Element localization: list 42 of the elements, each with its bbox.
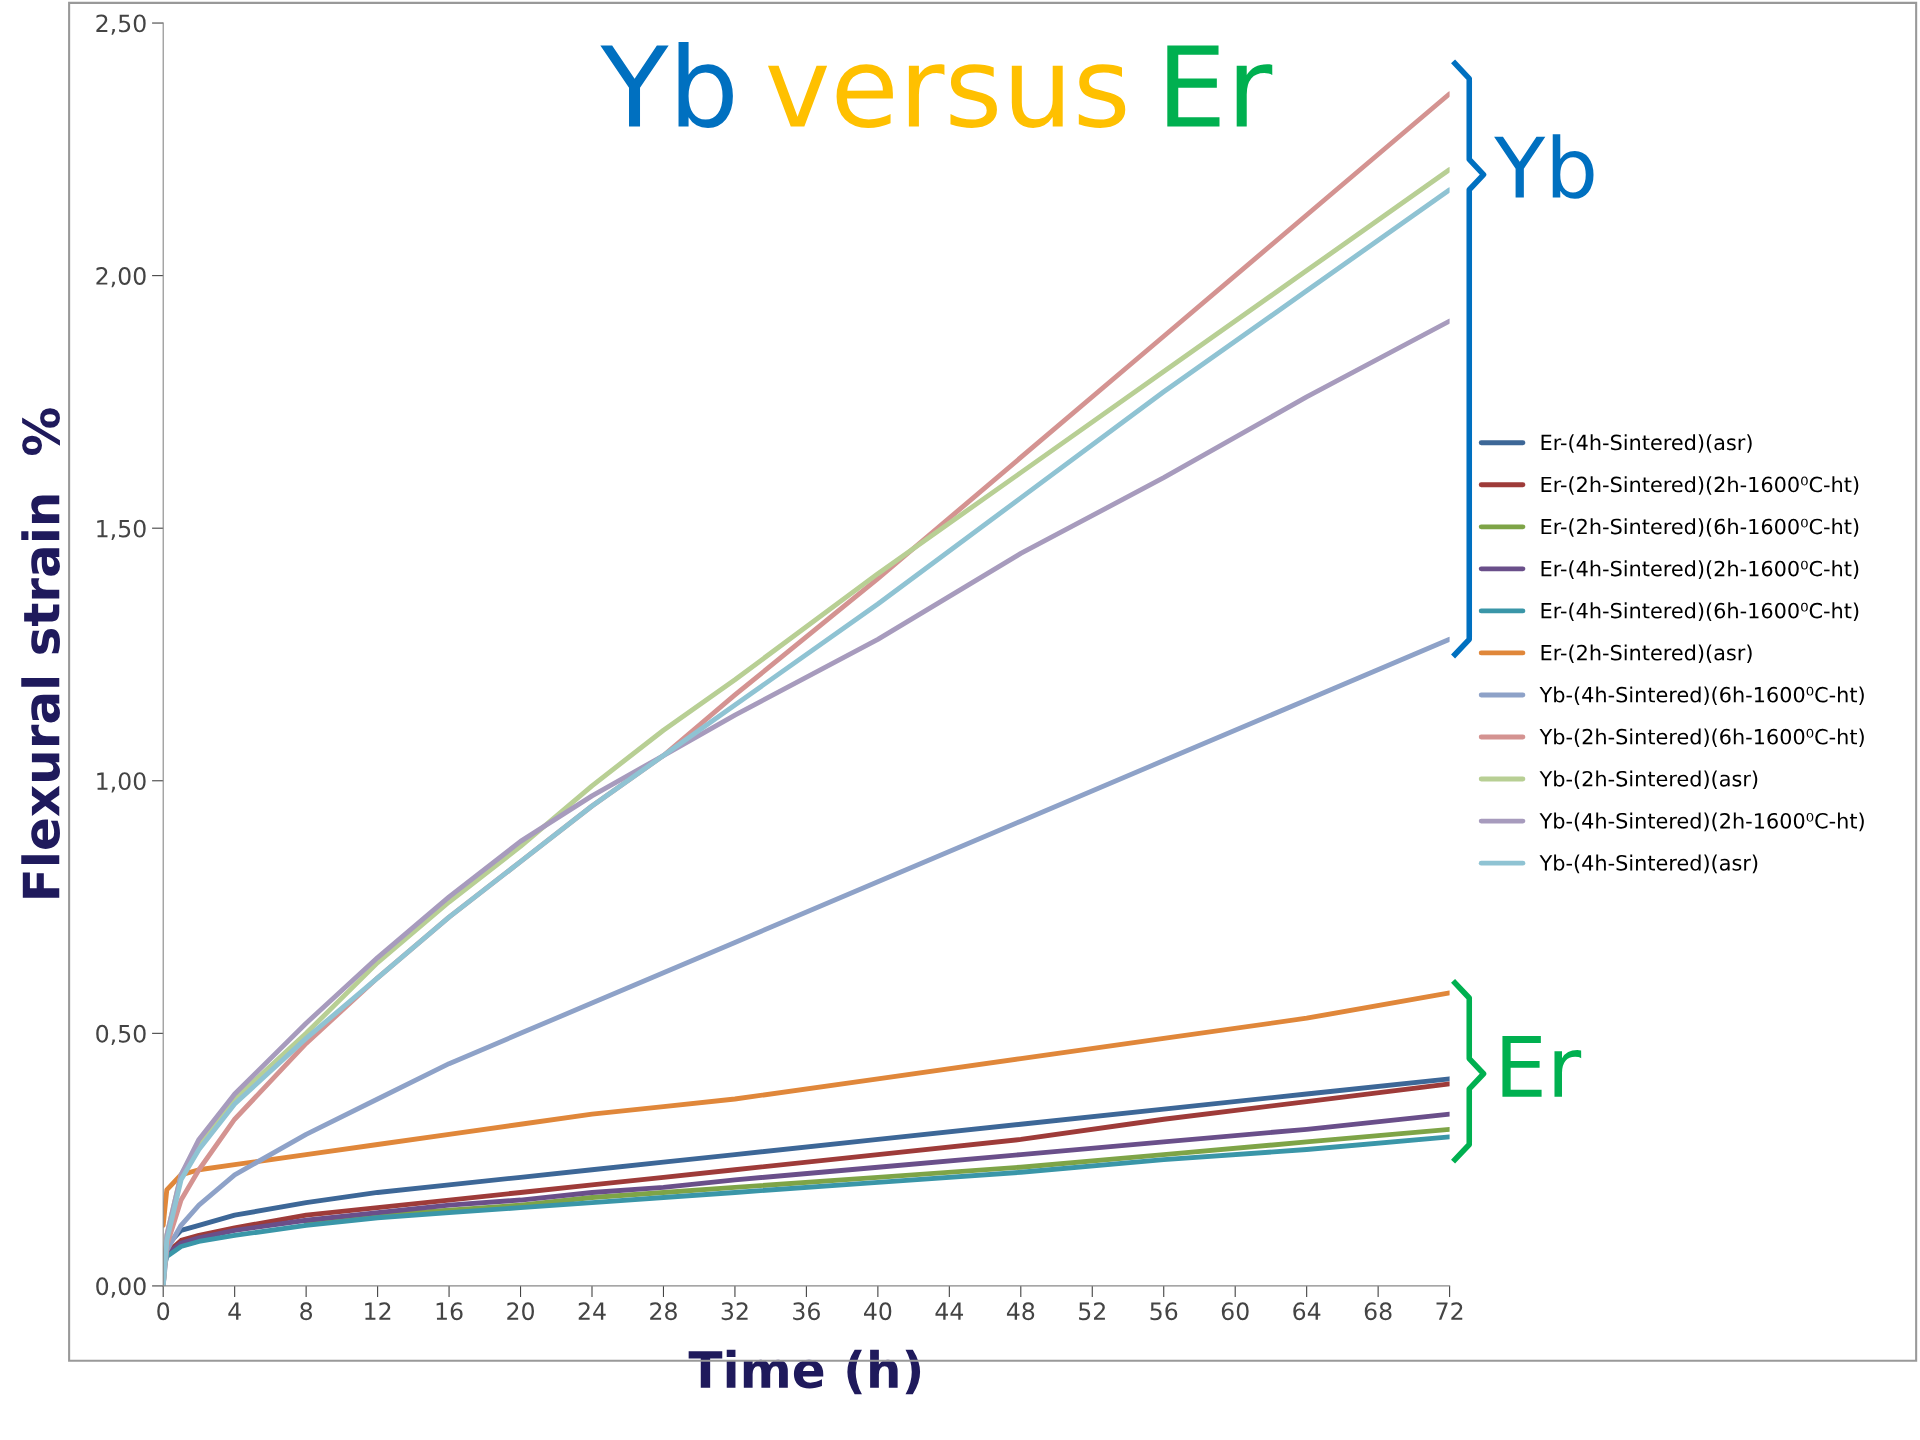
x-tick-label: 68 xyxy=(1364,1302,1392,1321)
legend-label: Er-(2h-Sintered)(asr) xyxy=(1541,644,1752,663)
x-tick-label: 32 xyxy=(721,1302,748,1321)
x-tick-label: 24 xyxy=(578,1302,606,1320)
y-tick-label: 1,50 xyxy=(97,519,146,540)
legend-label: Yb-(2h-Sintered)(6h-1600⁰C-ht) xyxy=(1539,728,1864,748)
line-series xyxy=(163,990,1450,1228)
y-tick-label: 0,50 xyxy=(96,1024,146,1046)
legend-label: Er-(4h-Sintered)(2h-1600⁰C-ht) xyxy=(1541,560,1859,579)
x-tick-label: 60 xyxy=(1221,1302,1249,1321)
x-tick-label: 20 xyxy=(507,1302,534,1321)
x-axis-title: Time (h) xyxy=(688,1349,921,1395)
x-tick-label: 56 xyxy=(1150,1302,1178,1321)
x-tick-label: 72 xyxy=(1436,1302,1463,1320)
chart-title: Yb versus Er xyxy=(600,41,1273,128)
legend-label: Yb-(4h-Sintered)(6h-1600⁰C-ht) xyxy=(1539,686,1864,706)
x-tick-label: 0 xyxy=(157,1302,170,1321)
x-tick-label: 44 xyxy=(935,1302,964,1320)
y-tick-label: 2,50 xyxy=(96,14,146,35)
text: Er xyxy=(1502,1036,1582,1097)
x-tick-label: 36 xyxy=(793,1302,820,1321)
x-tick-label: 64 xyxy=(1293,1302,1321,1321)
x-tick-label: 52 xyxy=(1079,1302,1105,1321)
text: Yb xyxy=(1494,134,1594,199)
x-tick-label: 28 xyxy=(650,1302,677,1321)
legend-label: Yb-(4h-Sintered)(asr) xyxy=(1539,854,1758,874)
y-tick-label: 0,00 xyxy=(96,1277,146,1298)
x-tick-label: 4 xyxy=(228,1302,241,1320)
x-tick-label: 12 xyxy=(365,1302,391,1320)
x-tick-label: 8 xyxy=(300,1302,313,1321)
legend-label: Er-(4h-Sintered)(6h-1600⁰C-ht) xyxy=(1541,602,1859,621)
y-tick-label: 2,00 xyxy=(96,267,146,288)
x-tick-label: 16 xyxy=(436,1302,463,1321)
legend-label: Yb-(4h-Sintered)(2h-1600⁰C-ht) xyxy=(1539,812,1864,832)
legend-label: Yb-(2h-Sintered)(asr) xyxy=(1539,770,1758,790)
legend-label: Er-(4h-Sintered)(asr) xyxy=(1541,434,1752,453)
legend-label: Er-(2h-Sintered)(6h-1600⁰C-ht) xyxy=(1541,518,1859,537)
legend-label: Er-(2h-Sintered)(2h-1600⁰C-ht) xyxy=(1541,476,1859,495)
y-axis-title: Flexural strain % xyxy=(21,408,60,898)
x-tick-label: 40 xyxy=(864,1302,892,1321)
x-tick-label: 48 xyxy=(1006,1302,1035,1321)
y-tick-label: 1,00 xyxy=(97,772,146,793)
